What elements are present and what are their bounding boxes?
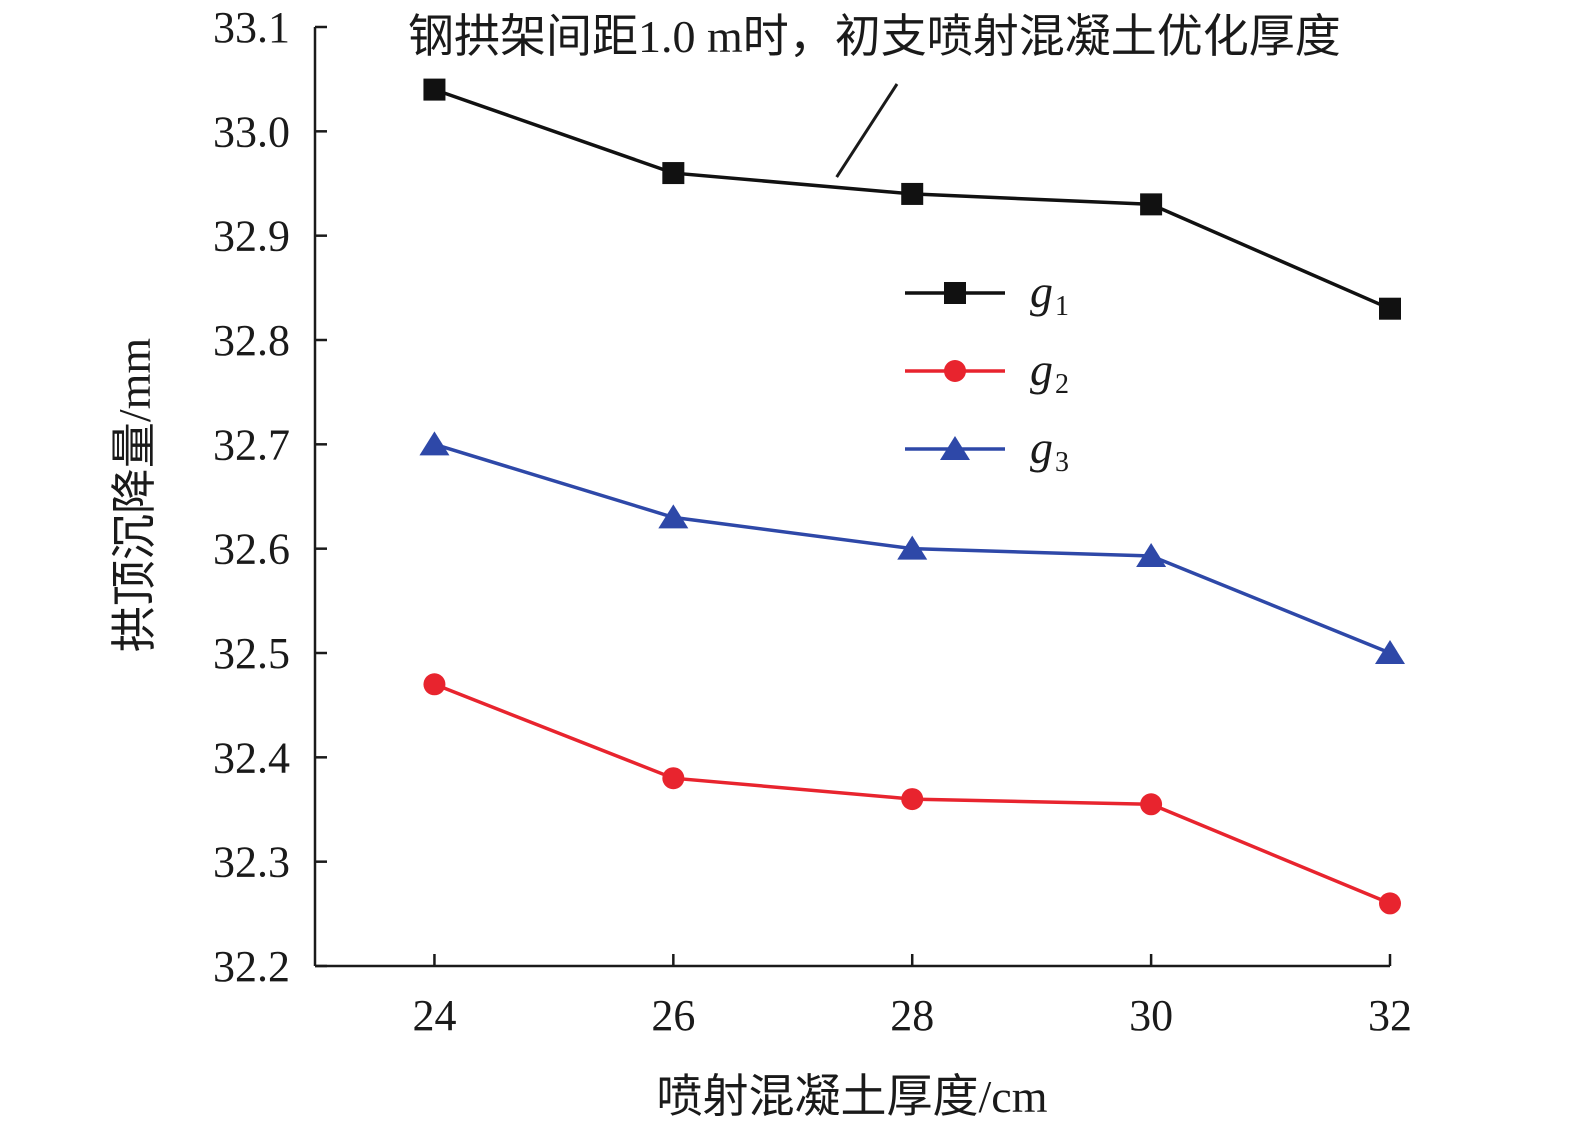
data-point	[901, 182, 924, 205]
data-point	[1379, 297, 1401, 320]
y-tick-label: 33.0	[213, 107, 290, 156]
legend-marker	[944, 282, 966, 304]
y-tick-label: 32.8	[213, 316, 290, 365]
series-g3	[419, 431, 1405, 664]
x-tick-label: 32	[1368, 991, 1412, 1040]
x-tick-label: 30	[1129, 991, 1173, 1040]
x-tick-label: 28	[890, 991, 934, 1040]
series-group	[419, 78, 1405, 915]
data-point	[1379, 892, 1401, 915]
annotation: 钢拱架间距1.0 m时，初支喷射混凝土优化厚度	[408, 11, 1341, 178]
y-tick-label: 32.3	[213, 838, 290, 887]
x-axis-title: 喷射混凝土厚度/cm	[657, 1071, 1048, 1122]
legend-entry-g1: g1	[905, 266, 1069, 322]
data-point	[423, 673, 446, 696]
y-axis-title: 拱顶沉降量/mm	[109, 338, 160, 653]
legend-label: g3	[1030, 422, 1069, 478]
series-g2	[423, 673, 1401, 915]
annotation-text: 钢拱架间距1.0 m时，初支喷射混凝土优化厚度	[408, 11, 1341, 62]
data-point	[1140, 193, 1163, 216]
y-tick-label: 32.4	[213, 733, 290, 782]
annotation-leader-line	[835, 83, 899, 178]
axes	[313, 25, 1392, 968]
data-point	[658, 504, 689, 529]
data-point	[419, 431, 450, 456]
legend: g1 g2 g3	[905, 266, 1069, 478]
data-point	[1375, 640, 1405, 664]
legend-label-subscript: 3	[1055, 447, 1069, 478]
y-tick-label: 32.5	[213, 629, 290, 678]
tick-labels: 32.2 32.3 32.4 32.5 32.6 32.7 32.8 32.9 33.0 33.1…	[213, 3, 1412, 1040]
x-tick-label: 26	[651, 991, 695, 1040]
y-tick-label: 32.6	[213, 525, 290, 574]
legend-marker	[940, 436, 970, 460]
legend-label-subscript: 2	[1055, 369, 1069, 400]
data-point	[423, 78, 446, 101]
x-tick-label: 24	[412, 991, 456, 1040]
data-point	[662, 767, 685, 790]
y-tick-label: 32.2	[213, 942, 290, 991]
legend-entry-g2: g2	[905, 344, 1069, 400]
y-tick-label: 32.7	[213, 420, 290, 469]
legend-entry-g3: g3	[905, 422, 1069, 478]
y-tick-label: 32.9	[213, 212, 290, 261]
legend-marker	[944, 360, 966, 382]
series-g1	[423, 78, 1401, 320]
legend-label: g1	[1030, 266, 1069, 322]
data-point	[1140, 793, 1163, 816]
legend-label-subscript: 1	[1055, 291, 1069, 322]
data-point	[901, 788, 924, 811]
data-point	[897, 535, 928, 560]
data-point	[1136, 542, 1167, 567]
legend-label: g2	[1030, 344, 1069, 400]
data-point	[662, 162, 685, 185]
y-tick-label: 33.1	[213, 3, 290, 52]
